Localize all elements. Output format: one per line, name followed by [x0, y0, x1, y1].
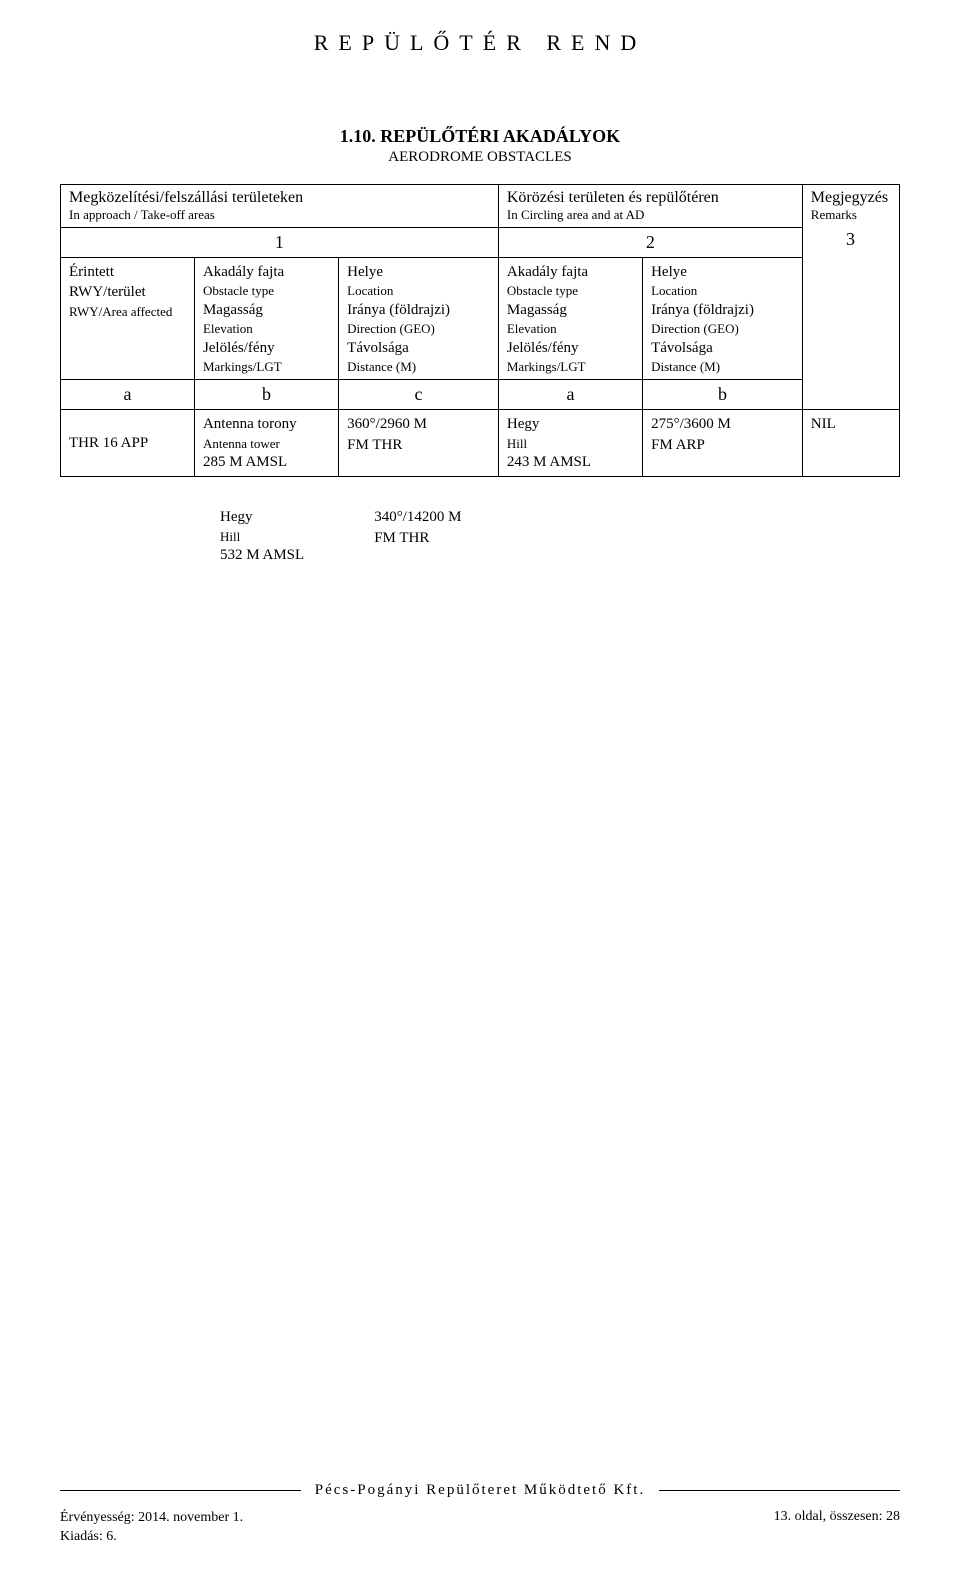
col-d-l2: Obstacle type [507, 282, 634, 300]
row1-c6: NIL [811, 414, 891, 434]
col-e-l3: Iránya (földrajzi) [651, 300, 794, 320]
col-e-l5: Távolsága [651, 338, 794, 358]
standalone-l2: Hill [220, 528, 304, 546]
col-c-l5: Távolsága [347, 338, 490, 358]
hdr-circling-sub: In Circling area and at AD [507, 207, 794, 223]
row1-c2-l3: 285 M AMSL [203, 452, 330, 472]
standalone-l1: Hegy [220, 507, 304, 527]
standalone-r1: 340°/14200 M [374, 507, 461, 527]
col-b-l4: Elevation [203, 320, 330, 338]
letter-c1: c [339, 380, 499, 410]
hdr-remarks-sub: Remarks [811, 207, 891, 223]
standalone-left: Hegy Hill 532 M AMSL [220, 507, 304, 565]
hdr-approach-sub: In approach / Take-off areas [69, 207, 490, 223]
col-e-l1: Helye [651, 262, 794, 282]
row1-c5-l2: FM ARP [651, 435, 794, 455]
column-desc-row: Érintett RWY/terület RWY/Area affected A… [61, 258, 900, 380]
letter-row: a b c a b [61, 380, 900, 410]
section-title: 1.10. REPÜLŐTÉRI AKADÁLYOK [60, 126, 900, 147]
col-e-l6: Distance (M) [651, 358, 794, 376]
col-d-l5: Jelölés/fény [507, 338, 634, 358]
letter-a2: a [498, 380, 642, 410]
section-subtitle: AERODROME OBSTACLES [60, 149, 900, 166]
num-1: 1 [61, 228, 499, 258]
num-2: 2 [498, 228, 802, 258]
hdr-approach: Megközelítési/felszállási területeken [69, 189, 490, 207]
standalone-r2: FM THR [374, 528, 461, 548]
row1-c4-l1: Hegy [507, 414, 634, 434]
letter-b2: b [643, 380, 803, 410]
letter-b1: b [194, 380, 338, 410]
col-e-l4: Direction (GEO) [651, 320, 794, 338]
header-row-1: Megközelítési/felszállási területeken In… [61, 185, 900, 228]
col-c-l4: Direction (GEO) [347, 320, 490, 338]
col-a-l3: RWY/Area affected [69, 303, 186, 321]
col-e-l2: Location [651, 282, 794, 300]
col-d-l1: Akadály fajta [507, 262, 634, 282]
col-b-l1: Akadály fajta [203, 262, 330, 282]
page-title: REPÜLŐTÉR REND [60, 30, 900, 56]
col-b-l3: Magasság [203, 300, 330, 320]
standalone-obstacle: Hegy Hill 532 M AMSL 340°/14200 M FM THR [220, 507, 900, 565]
row1-c4-l2: Hill [507, 435, 634, 453]
col-c-l6: Distance (M) [347, 358, 490, 376]
row1-c2-l1: Antenna torony [203, 414, 330, 434]
col-b-l6: Markings/LGT [203, 358, 330, 376]
hdr-remarks: Megjegyzés [811, 189, 891, 207]
row1-c3-l2: FM THR [347, 435, 490, 455]
number-row: 1 2 [61, 228, 900, 258]
col-d-l3: Magasság [507, 300, 634, 320]
row1-c5-l1: 275°/3600 M [651, 414, 794, 434]
footer-company: Pécs-Pogányi Repülőteret Működtető Kft. [315, 1482, 645, 1499]
letter-a1: a [61, 380, 195, 410]
row1-c3-l1: 360°/2960 M [347, 414, 490, 434]
row1-c1: THR 16 APP [69, 433, 186, 453]
divider-left [60, 1490, 301, 1491]
col-b-l5: Jelölés/fény [203, 338, 330, 358]
col-c-l3: Iránya (földrajzi) [347, 300, 490, 320]
footer-validity: Érvényesség: 2014. november 1. [60, 1509, 243, 1528]
col-b-l2: Obstacle type [203, 282, 330, 300]
hdr-circling: Körözési területen és repülőtéren [507, 189, 794, 207]
page-footer: Érvényesség: 2014. november 1. Kiadás: 6… [60, 1509, 900, 1547]
footer-edition: Kiadás: 6. [60, 1528, 243, 1547]
num-3: 3 [802, 229, 899, 250]
col-d-l4: Elevation [507, 320, 634, 338]
footer-left: Érvényesség: 2014. november 1. Kiadás: 6… [60, 1509, 243, 1547]
row1-c2-l2: Antenna tower [203, 435, 330, 453]
col-d-l6: Markings/LGT [507, 358, 634, 376]
table-row: THR 16 APP Antenna torony Antenna tower … [61, 410, 900, 477]
col-a-l2: RWY/terület [69, 282, 186, 302]
divider-right [659, 1490, 900, 1491]
obstacle-table: Megközelítési/felszállási területeken In… [60, 184, 900, 477]
col-c-l2: Location [347, 282, 490, 300]
col-a-l1: Érintett [69, 262, 186, 282]
col-c-l1: Helye [347, 262, 490, 282]
footer-rule: Pécs-Pogányi Repülőteret Működtető Kft. [60, 1482, 900, 1499]
standalone-l3: 532 M AMSL [220, 545, 304, 565]
footer-pagenum: 13. oldal, összesen: 28 [774, 1509, 900, 1547]
standalone-right: 340°/14200 M FM THR [374, 507, 461, 565]
row1-c4-l3: 243 M AMSL [507, 452, 634, 472]
